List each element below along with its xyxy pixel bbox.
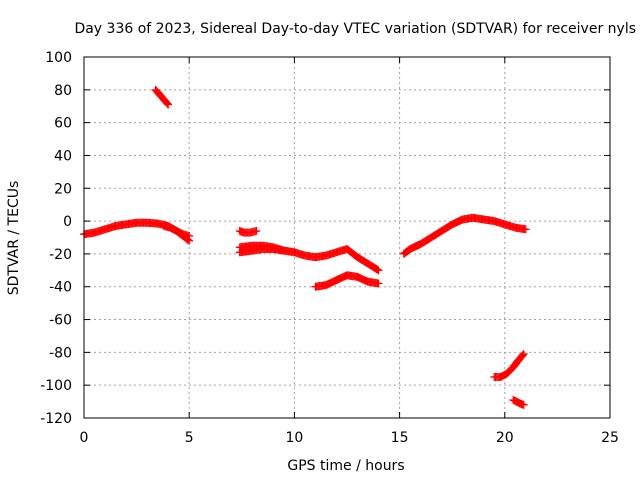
y-axis-label: SDTVAR / TECUs — [6, 181, 22, 296]
x-tick-label: 20 — [496, 430, 514, 446]
data-point — [521, 225, 530, 234]
data-point — [164, 100, 173, 109]
plot-frame — [83, 56, 611, 419]
y-tick-labels: -120 -100 -80 -60 -40 -20 0 20 40 60 80 100 — [40, 50, 72, 427]
data-point — [162, 98, 171, 107]
data-point — [374, 279, 383, 288]
y-tick-label: -100 — [40, 378, 72, 394]
series-arc-6 — [399, 213, 530, 258]
series-arc-8 — [509, 395, 528, 409]
series-arc-1b — [159, 222, 194, 240]
series-arc-7 — [490, 350, 528, 381]
series-arc-4b — [235, 244, 288, 257]
y-tick-label: 0 — [63, 214, 72, 230]
data-point — [519, 400, 528, 409]
data-point — [279, 246, 288, 255]
chart-title: Day 336 of 2023, Sidereal Day-to-day VTE… — [74, 21, 636, 37]
data-point — [518, 350, 527, 359]
x-tick-label: 25 — [601, 430, 619, 446]
y-tick-label: 40 — [54, 148, 72, 164]
y-tick-label: -80 — [49, 345, 72, 361]
data-point — [185, 231, 194, 240]
y-tick-label: 100 — [45, 50, 72, 66]
x-tick-label: 10 — [285, 430, 303, 446]
y-tick-label: 80 — [54, 83, 72, 99]
series-arc-5 — [311, 271, 383, 291]
y-tick-label: 20 — [54, 181, 72, 197]
data-point — [252, 226, 261, 235]
y-tick-label: -40 — [49, 280, 72, 296]
y-tick-label: -120 — [40, 411, 72, 427]
axis-ticks — [83, 56, 611, 419]
data-point — [163, 99, 172, 108]
y-tick-label: 60 — [54, 116, 72, 132]
series-arc-2 — [151, 85, 173, 109]
x-tick-label: 0 — [80, 430, 89, 446]
x-tick-label: 5 — [185, 430, 194, 446]
x-tick-label: 15 — [391, 430, 409, 446]
y-tick-label: -20 — [49, 247, 72, 263]
data-point — [518, 351, 527, 360]
data-point — [373, 265, 382, 274]
x-tick-labels: 0 5 10 15 20 25 — [80, 430, 619, 446]
data-point — [519, 350, 528, 359]
data-point — [374, 266, 383, 275]
x-axis-label: GPS time / hours — [287, 458, 404, 474]
plot-points — [80, 85, 530, 409]
series-arc-3 — [235, 226, 261, 237]
y-tick-label: -60 — [49, 313, 72, 329]
